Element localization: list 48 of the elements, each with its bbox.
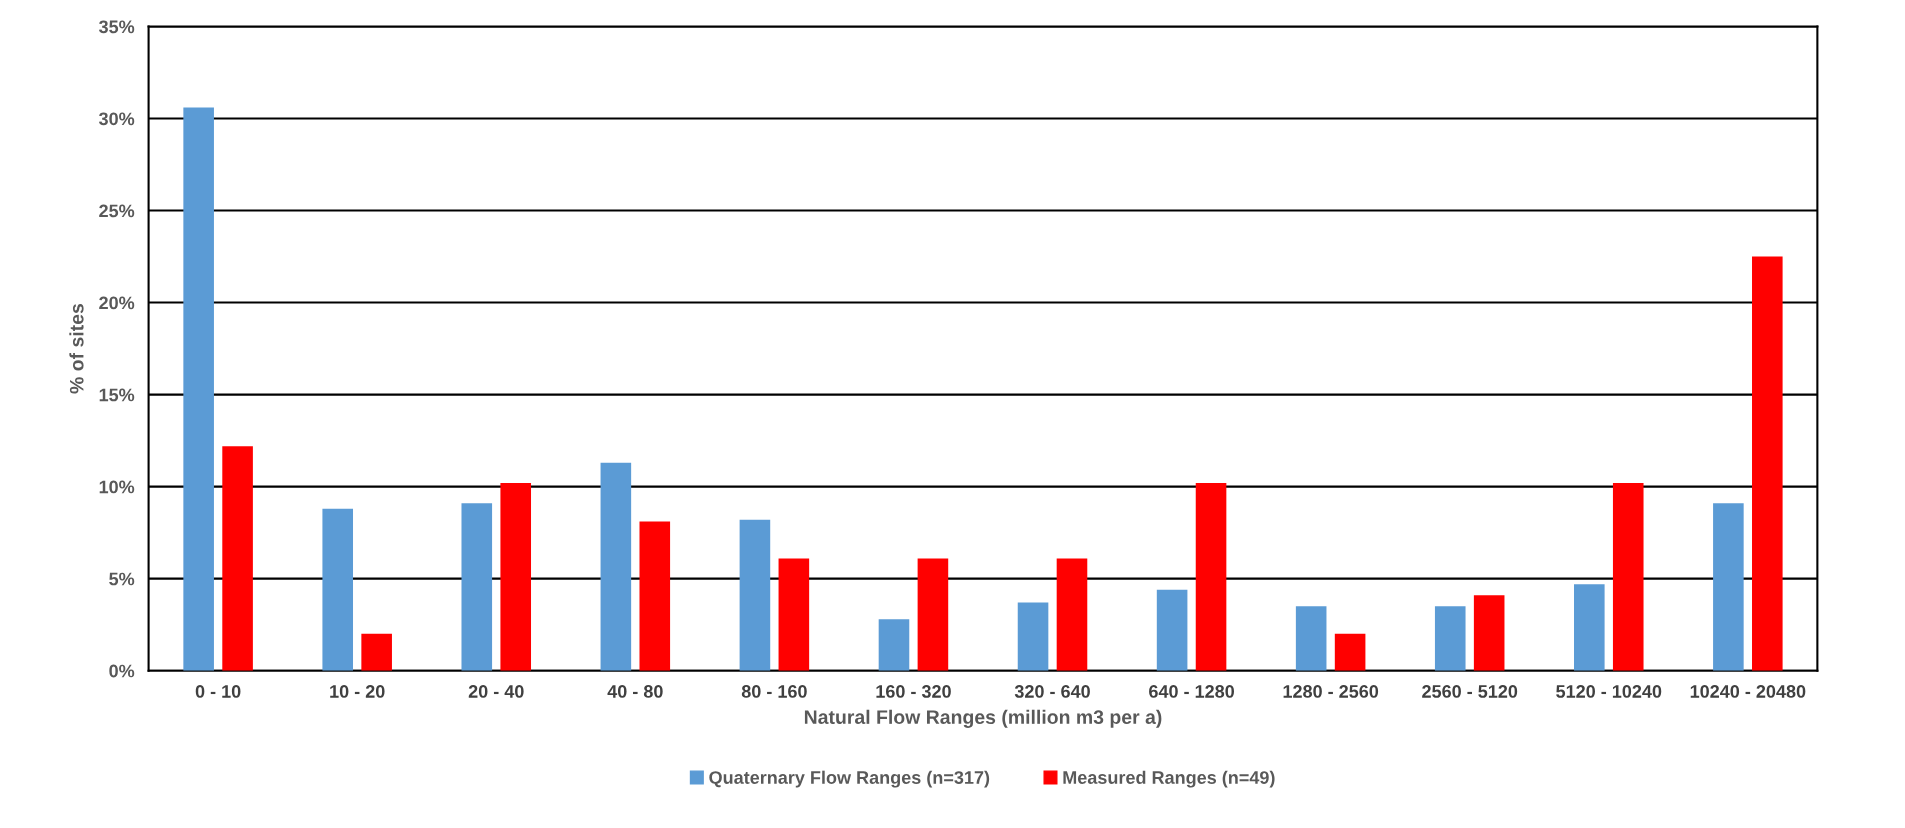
bar [639, 521, 671, 671]
x-axis-title: Natural Flow Ranges (million m3 per a) [804, 709, 1162, 728]
bar [1713, 503, 1744, 671]
y-tick-label: 0% [109, 664, 135, 678]
bar [1612, 482, 1644, 671]
legend-label: Quaternary Flow Ranges (n=317) [709, 770, 990, 788]
legend-label: Measured Ranges (n=49) [1063, 770, 1275, 788]
x-tick-label: 320 - 640 [1014, 685, 1090, 698]
bar [1017, 602, 1049, 671]
x-tick-label: 0 - 10 [195, 685, 241, 698]
bar [1574, 584, 1605, 671]
bar [739, 519, 771, 671]
x-tick-label: 160 - 320 [876, 685, 951, 698]
x-tick-label: 10 - 20 [330, 685, 385, 698]
bar [1752, 256, 1783, 671]
x-tick-label: 2560 - 5120 [1422, 685, 1518, 698]
x-tick-label: 10240 - 20480 [1690, 685, 1806, 698]
y-tick-label: 20% [99, 296, 135, 310]
bar [222, 446, 253, 671]
bar [778, 558, 810, 671]
bar [1295, 606, 1327, 671]
bar [600, 462, 632, 671]
bar [1434, 606, 1466, 671]
y-tick-label: 5% [109, 572, 135, 586]
bar [461, 503, 493, 671]
bar [1473, 595, 1505, 671]
bar [1195, 482, 1227, 671]
bar [500, 482, 532, 671]
bar [878, 619, 910, 671]
y-tick-label: 30% [98, 112, 135, 126]
y-tick-label: 10% [99, 480, 135, 494]
bar [322, 508, 354, 671]
x-tick-label: 640 - 1280 [1149, 685, 1235, 698]
x-tick-label: 20 - 40 [468, 685, 524, 698]
bar [1156, 589, 1188, 671]
x-tick-label: 40 - 80 [607, 685, 663, 698]
bar [1056, 558, 1088, 671]
x-tick-label: 1280 - 2560 [1283, 685, 1379, 698]
bar [1334, 633, 1366, 671]
x-tick-label: 5120 - 10240 [1556, 685, 1662, 698]
x-tick-label: 80 - 160 [741, 685, 807, 698]
y-tick-label: 35% [98, 20, 135, 34]
y-axis-title: % of sites [69, 304, 84, 394]
y-tick-label: 25% [99, 204, 135, 218]
bar [183, 107, 214, 671]
bar [917, 558, 949, 671]
y-tick-label: 15% [99, 388, 135, 402]
bar [361, 633, 392, 671]
